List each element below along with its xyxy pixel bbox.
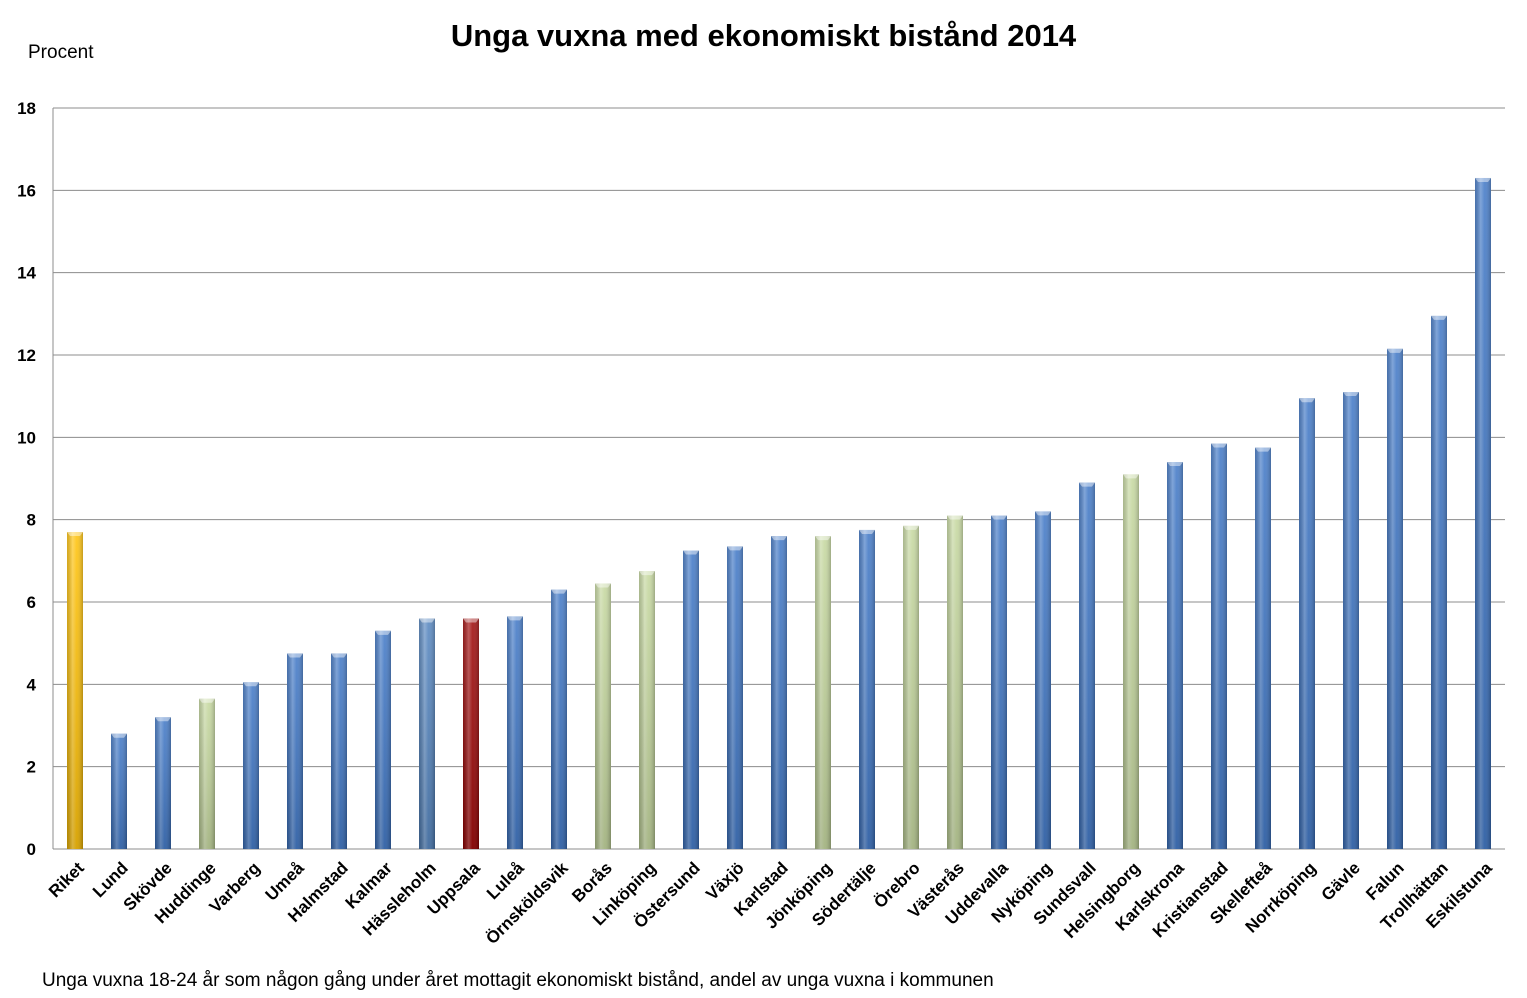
y-tick-label: 8 — [27, 511, 36, 530]
y-tick-label: 2 — [27, 758, 36, 777]
bar — [1079, 482, 1095, 849]
y-tick-label: 6 — [27, 593, 36, 612]
y-tick-label: 14 — [17, 264, 36, 283]
bar-chart: 0 2 4 6 8 10 12 14 16 18 Riket LundSkövdeHuddingeV… — [17, 99, 1505, 948]
bar — [67, 532, 83, 849]
x-category-labels: Riket LundSkövdeHuddingeVarbergUmeåHalmst… — [45, 858, 1496, 948]
y-tick-label: 12 — [17, 346, 36, 365]
y-tick-label: 10 — [17, 428, 36, 447]
bar — [595, 583, 611, 849]
footnote: Unga vuxna 18-24 år som någon gång under… — [42, 970, 994, 991]
bar — [463, 618, 479, 849]
y-tick-label: 16 — [17, 181, 36, 200]
x-category-label: Gävle — [1318, 858, 1364, 904]
bar — [375, 630, 391, 849]
y-axis-unit-label: Procent — [28, 42, 94, 63]
bar — [1035, 511, 1051, 849]
bar — [507, 616, 523, 849]
bar — [1299, 398, 1315, 849]
bar — [1123, 474, 1139, 849]
bar — [1387, 348, 1403, 849]
x-category-label: Riket — [45, 858, 88, 901]
chart-title: Unga vuxna med ekonomiskt bistånd 2014 — [450, 18, 1077, 53]
bar — [859, 529, 875, 849]
bar — [727, 546, 743, 849]
y-tick-label: 4 — [27, 675, 37, 694]
bar — [1343, 392, 1359, 849]
y-tick-labels: 0 2 4 6 8 10 12 14 16 18 — [17, 99, 36, 859]
bar — [331, 653, 347, 849]
bar — [639, 571, 655, 849]
bar — [111, 733, 127, 849]
bar — [683, 550, 699, 849]
bar — [419, 618, 435, 849]
bars — [67, 177, 1491, 849]
bar — [155, 717, 171, 849]
bar — [991, 515, 1007, 849]
bar — [947, 515, 963, 849]
bar — [199, 698, 215, 849]
bar — [771, 536, 787, 849]
bar — [243, 682, 259, 849]
y-tick-label: 0 — [27, 840, 36, 859]
bar — [551, 589, 567, 849]
bar — [1475, 177, 1491, 849]
y-tick-label: 18 — [17, 99, 36, 118]
bar — [815, 536, 831, 849]
bar — [1211, 443, 1227, 849]
bar — [1431, 315, 1447, 849]
bar — [903, 525, 919, 849]
bar — [1255, 447, 1271, 849]
bar — [287, 653, 303, 849]
bar — [1167, 462, 1183, 849]
